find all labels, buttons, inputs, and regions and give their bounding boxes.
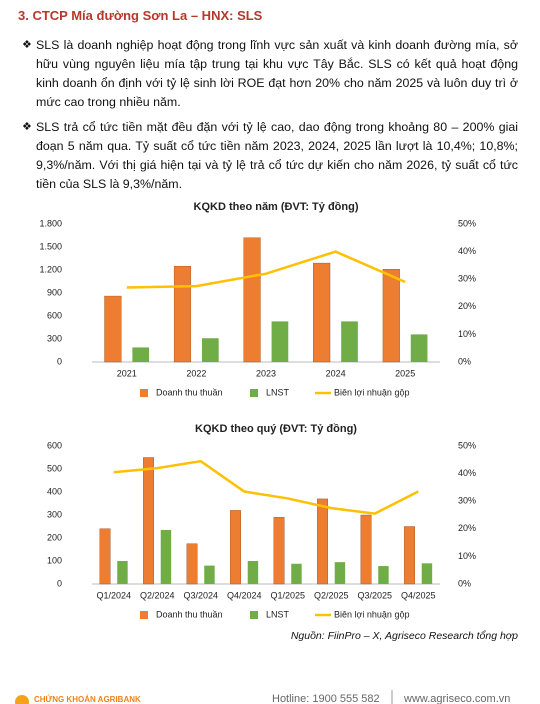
y-tick-label: 0: [57, 356, 62, 366]
bar: [313, 262, 331, 363]
bar: [160, 529, 172, 584]
bar: [317, 498, 328, 585]
legend-label: LNST: [266, 609, 290, 619]
y-tick-label: 0: [57, 578, 62, 588]
footer: CHỨNG KHOÁN AGRIBANK Hotline: 1900 555 5…: [15, 690, 510, 704]
y-tick-label: 300: [47, 333, 62, 343]
y2-tick-label: 10%: [458, 329, 476, 339]
x-tick-label: Q3/2025: [357, 590, 392, 600]
x-tick-label: 2024: [326, 368, 346, 378]
y-tick-label: 1.800: [39, 218, 62, 228]
paragraph-text: SLS trả cổ tức tiền mặt đều đặn với tỷ l…: [36, 120, 518, 191]
bar: [186, 543, 198, 585]
x-tick-label: Q3/2024: [183, 590, 218, 600]
x-tick-label: Q4/2024: [227, 590, 262, 600]
bar: [104, 295, 122, 363]
chart-title: KQKD theo quý (ĐVT: Tỷ đồng): [195, 423, 357, 435]
y2-tick-label: 30%: [458, 496, 476, 506]
y2-tick-label: 40%: [458, 246, 476, 256]
y-tick-label: 600: [47, 310, 62, 320]
x-tick-label: 2023: [256, 368, 276, 378]
legend-label: Biên lợi nhuận gộp: [334, 609, 409, 619]
bar: [378, 566, 389, 584]
y-tick-label: 600: [47, 440, 62, 450]
y2-tick-label: 0%: [458, 578, 471, 588]
bar: [273, 517, 285, 585]
y2-tick-label: 50%: [458, 218, 476, 228]
source: Nguồn: FiinPro – X, Agriseco Research tổ…: [290, 630, 518, 642]
brand: CHỨNG KHOÁN AGRIBANK: [34, 695, 141, 704]
bar: [99, 528, 111, 585]
line: [113, 459, 419, 515]
bar: [173, 265, 192, 363]
bullet: ❖: [22, 39, 32, 51]
y-tick-label: 1.500: [39, 241, 62, 251]
chart: KQKD theo năm (ĐVT: Tỷ đồng) 0 300 600 900 1.…: [39, 201, 476, 397]
legend-swatch: [140, 389, 148, 397]
x-tick-label: 2021: [117, 368, 137, 378]
bar: [382, 269, 400, 363]
bar: [334, 562, 346, 584]
y2-tick-label: 0%: [458, 356, 471, 366]
x-tick-label: Q4/2025: [401, 590, 436, 600]
y-tick-label: 1.200: [39, 264, 62, 274]
legend-label: Doanh thu thuần: [156, 387, 223, 397]
legend-label: Biên lợi nhuận gộp: [334, 387, 409, 397]
x-tick-label: 2025: [395, 368, 415, 378]
bar: [341, 321, 358, 362]
y-tick-label: 900: [47, 287, 62, 297]
line: [126, 250, 406, 289]
bar: [410, 334, 428, 362]
legend-label: LNST: [266, 387, 290, 397]
legend-label: Doanh thu thuần: [156, 609, 223, 619]
bar: [360, 514, 372, 585]
paragraph-text: SLS là doanh nghiệp hoạt động trong lĩnh…: [36, 38, 518, 109]
bar: [247, 561, 259, 584]
x-tick-label: Q2/2025: [314, 590, 349, 600]
x-tick-label: Q2/2024: [140, 590, 175, 600]
chart-title: KQKD theo năm (ĐVT: Tỷ đồng): [194, 201, 359, 213]
y-tick-label: 300: [47, 509, 62, 519]
bar: [132, 347, 150, 362]
y2-tick-label: 50%: [458, 440, 476, 450]
heading: 3. CTCP Mía đường Sơn La – HNX: SLS: [18, 8, 263, 23]
legend-swatch: [250, 611, 258, 619]
y2-tick-label: 30%: [458, 274, 476, 284]
legend-swatch: [140, 611, 148, 619]
bar: [404, 526, 415, 585]
y2-tick-label: 20%: [458, 301, 476, 311]
logo: [15, 695, 29, 704]
y2-tick-label: 10%: [458, 551, 476, 561]
paragraph: ❖ SLS trả cổ tức tiền mặt đều đặn với tỷ …: [22, 118, 518, 194]
y-tick-label: 200: [47, 532, 62, 542]
y-tick-label: 100: [47, 555, 62, 565]
y2-tick-label: 40%: [458, 468, 476, 478]
bar: [201, 338, 219, 362]
bar: [117, 561, 128, 584]
bar: [291, 563, 302, 584]
bar: [243, 237, 261, 363]
x-tick-label: Q1/2025: [270, 590, 305, 600]
bar: [271, 321, 289, 362]
legend-swatch: [250, 389, 258, 397]
bar: [143, 457, 154, 585]
bar: [204, 565, 215, 584]
bar: [230, 510, 241, 585]
chart: KQKD theo quý (ĐVT: Tỷ đồng) 0 100 200 300 40…: [47, 423, 476, 619]
website: www.agriseco.com.vn: [403, 693, 510, 704]
x-tick-label: 2022: [186, 368, 206, 378]
x-tick-label: Q1/2024: [96, 590, 131, 600]
y2-tick-label: 20%: [458, 523, 476, 533]
y-tick-label: 400: [47, 486, 62, 496]
paragraph: ❖ SLS là doanh nghiệp hoạt động trong lĩn…: [22, 36, 518, 112]
bullet: ❖: [22, 121, 32, 133]
bar: [421, 563, 433, 584]
y-tick-label: 500: [47, 463, 62, 473]
hotline: Hotline: 1900 555 582: [272, 693, 380, 704]
